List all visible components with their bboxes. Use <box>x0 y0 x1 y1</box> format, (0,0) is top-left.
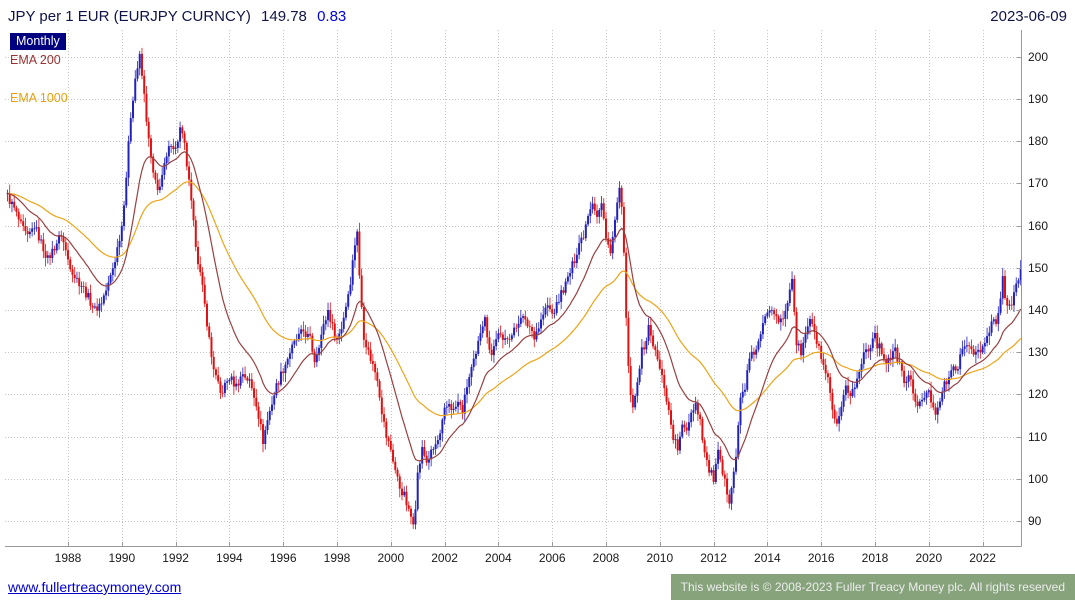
x-axis-label: 1994 <box>216 551 243 565</box>
x-axis-label: 2006 <box>538 551 566 565</box>
x-axis-label: 1990 <box>108 551 136 565</box>
chart-title: JPY per 1 EUR (EURJPY CURNCY) 149.78 0.8… <box>8 8 352 25</box>
plot-area[interactable]: Monthly EMA 200 EMA 1000 <box>5 30 1022 547</box>
ema-1000-label: EMA 1000 <box>10 91 68 105</box>
price-change: 0.83 <box>317 7 347 25</box>
x-axis-label: 2008 <box>592 551 620 565</box>
y-axis-label: 90 <box>1028 513 1042 528</box>
y-axis-label: 180 <box>1028 134 1049 149</box>
x-axis-label: 2012 <box>700 551 727 565</box>
copyright-text: This website is © 2008-2023 Fuller Treac… <box>670 574 1075 600</box>
footer-bar: www.fullertreacymoney.com This website i… <box>0 574 1075 600</box>
x-axis-label: 1996 <box>269 551 297 565</box>
timeframe-badge[interactable]: Monthly <box>10 33 66 50</box>
y-axis-label: 200 <box>1028 49 1049 64</box>
x-axis-label: 2000 <box>377 551 405 565</box>
y-axis-label: 170 <box>1028 176 1049 191</box>
x-axis-label: 1988 <box>54 551 82 565</box>
y-axis-label: 110 <box>1028 429 1048 444</box>
chart-date: 2023-06-09 <box>990 7 1067 25</box>
y-axis-label: 190 <box>1028 92 1049 107</box>
x-axis-label: 2022 <box>969 551 996 565</box>
y-axis-label: 140 <box>1028 303 1049 317</box>
ema-200-label: EMA 200 <box>10 53 61 67</box>
chart-legend: Monthly EMA 200 EMA 1000 <box>10 33 68 105</box>
y-axis-label: 130 <box>1028 345 1049 360</box>
site-link[interactable]: www.fullertreacymoney.com <box>8 579 182 595</box>
y-axis-label: 160 <box>1028 218 1049 233</box>
instrument-name: JPY per 1 EUR (EURJPY CURNCY) <box>8 7 251 25</box>
x-axis-label: 2002 <box>431 551 458 565</box>
price-canvas[interactable] <box>5 30 1022 547</box>
x-axis-label: 1992 <box>162 551 189 565</box>
x-axis-label: 1998 <box>323 551 351 565</box>
x-axis-label: 2010 <box>646 551 674 565</box>
x-axis-label: 2016 <box>807 551 835 565</box>
y-axis-label: 100 <box>1028 471 1049 486</box>
y-axis-label: 150 <box>1028 260 1049 275</box>
x-axis-label: 2020 <box>915 551 943 565</box>
chart-header: JPY per 1 EUR (EURJPY CURNCY) 149.78 0.8… <box>8 5 1067 27</box>
y-axis-label: 120 <box>1028 387 1049 402</box>
x-axis-label: 2014 <box>754 551 781 565</box>
x-axis-label: 2018 <box>861 551 889 565</box>
last-price: 149.78 <box>261 7 307 25</box>
x-axis-label: 2004 <box>485 551 512 565</box>
